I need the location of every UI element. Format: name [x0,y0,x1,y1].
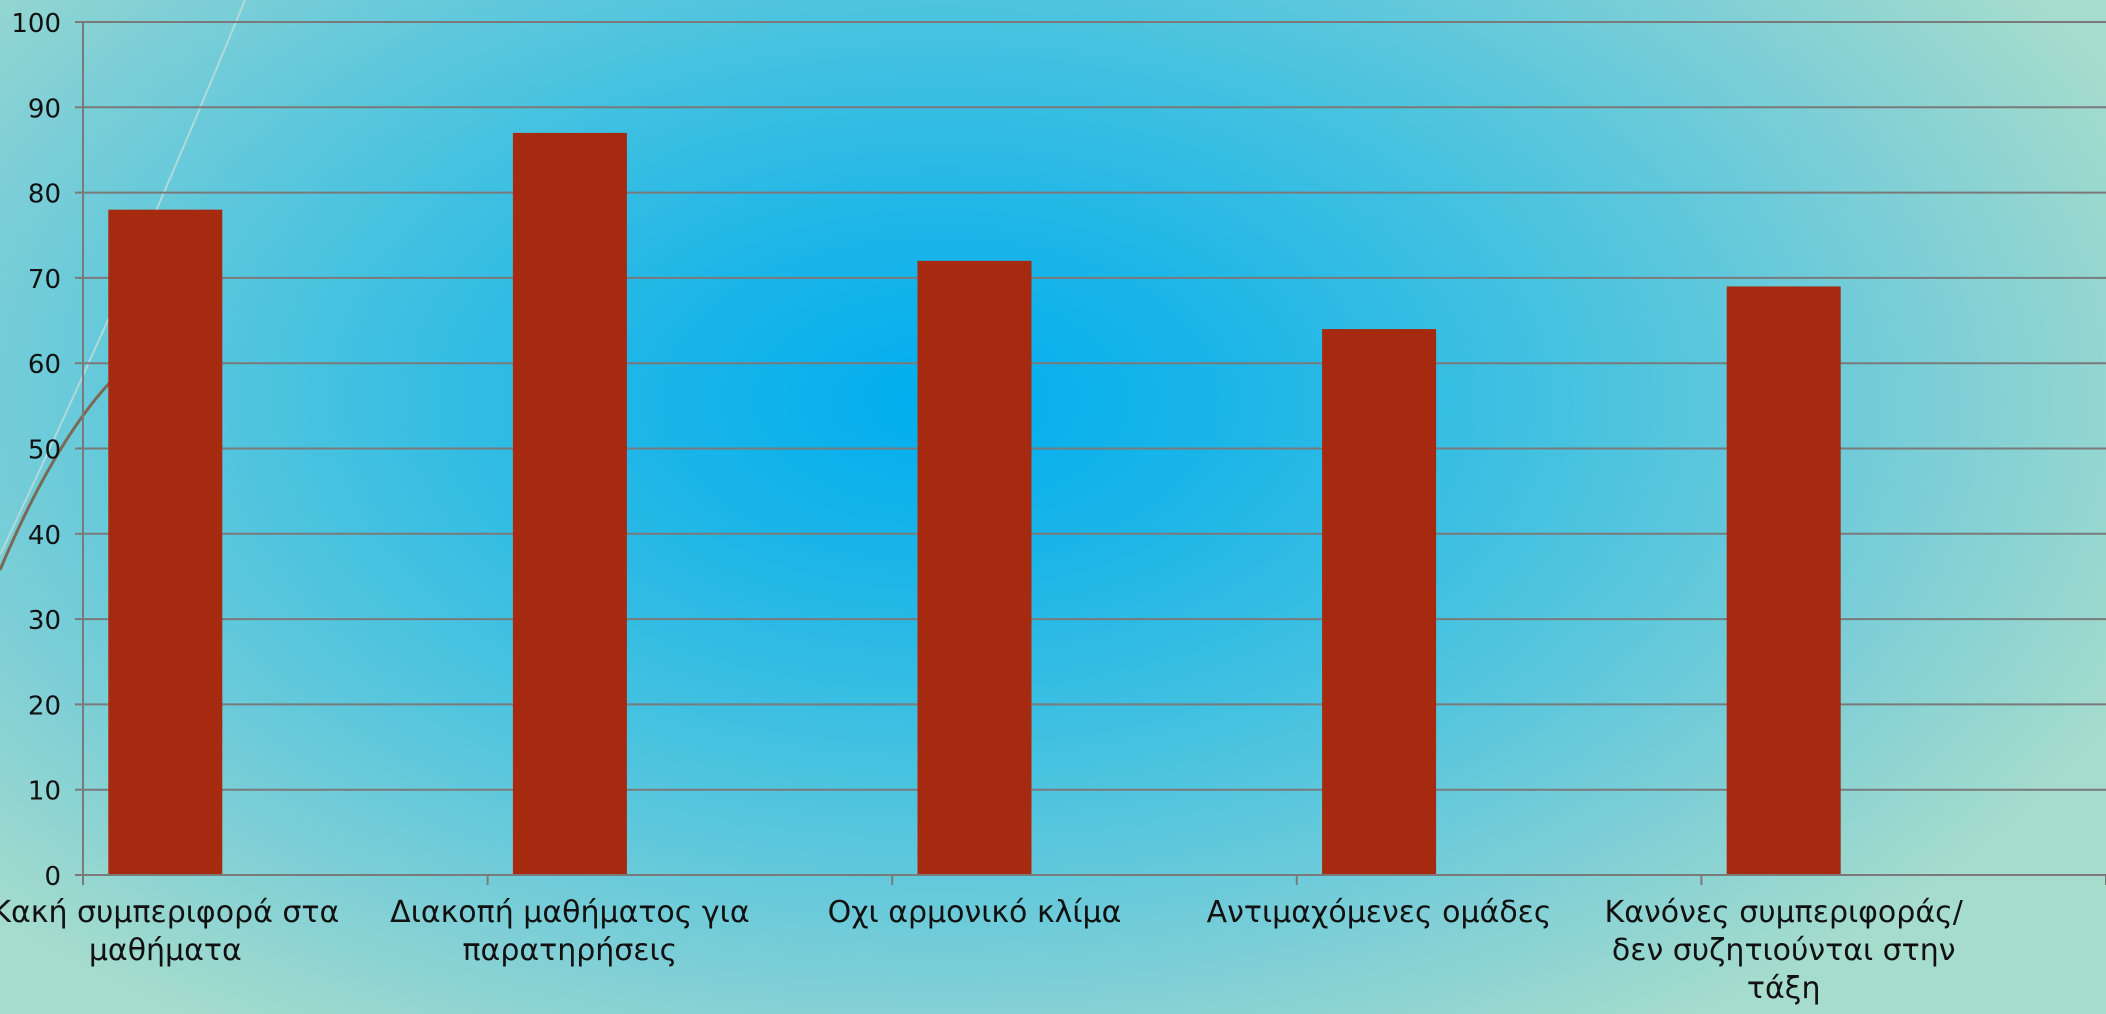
x-tick-label: Κακή συμπεριφορά στα μαθήματα [0,895,340,968]
x-tick-label: Αντιμαχόμενες ομάδες [1206,895,1552,930]
y-tick-label: 70 [28,265,61,295]
bar [1726,286,1841,875]
bar [1322,329,1437,876]
x-tick-label: Κανόνες συμπεριφοράς/ δεν συζητιούνται σ… [1604,895,1963,1006]
bar [108,209,223,875]
y-tick-label: 30 [28,606,61,636]
x-tick-label: Οχι αρμονικό κλίμα [827,895,1122,930]
axes [82,22,2106,885]
y-tick-label: 40 [28,521,61,551]
y-tick-label: 60 [28,350,61,380]
y-tick-labels: 0 10 20 30 40 50 60 70 80 90 100 [11,9,61,892]
y-tick-label: 10 [28,777,61,807]
bar [917,260,1032,876]
y-tick-label: 20 [28,691,61,721]
y-tick-label: 0 [44,862,61,892]
y-tick-label: 50 [28,436,61,466]
bar [512,132,627,875]
bars [108,132,1841,876]
y-tick-label: 100 [11,9,61,39]
y-tick-label: 90 [28,94,61,124]
x-tick-label: Διακοπή μαθήματος για παρατηρήσεις [390,895,750,968]
y-tick-label: 80 [28,180,61,210]
